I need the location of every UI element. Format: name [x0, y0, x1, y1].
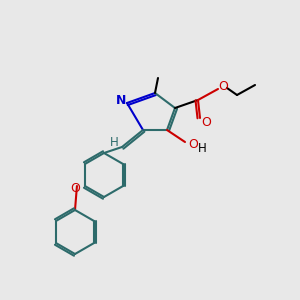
- Text: O: O: [218, 80, 228, 94]
- Text: O: O: [188, 139, 198, 152]
- Text: O: O: [70, 182, 80, 194]
- Text: O: O: [201, 116, 211, 128]
- Text: H: H: [110, 136, 118, 148]
- Text: H: H: [198, 142, 206, 154]
- Text: N: N: [116, 94, 126, 107]
